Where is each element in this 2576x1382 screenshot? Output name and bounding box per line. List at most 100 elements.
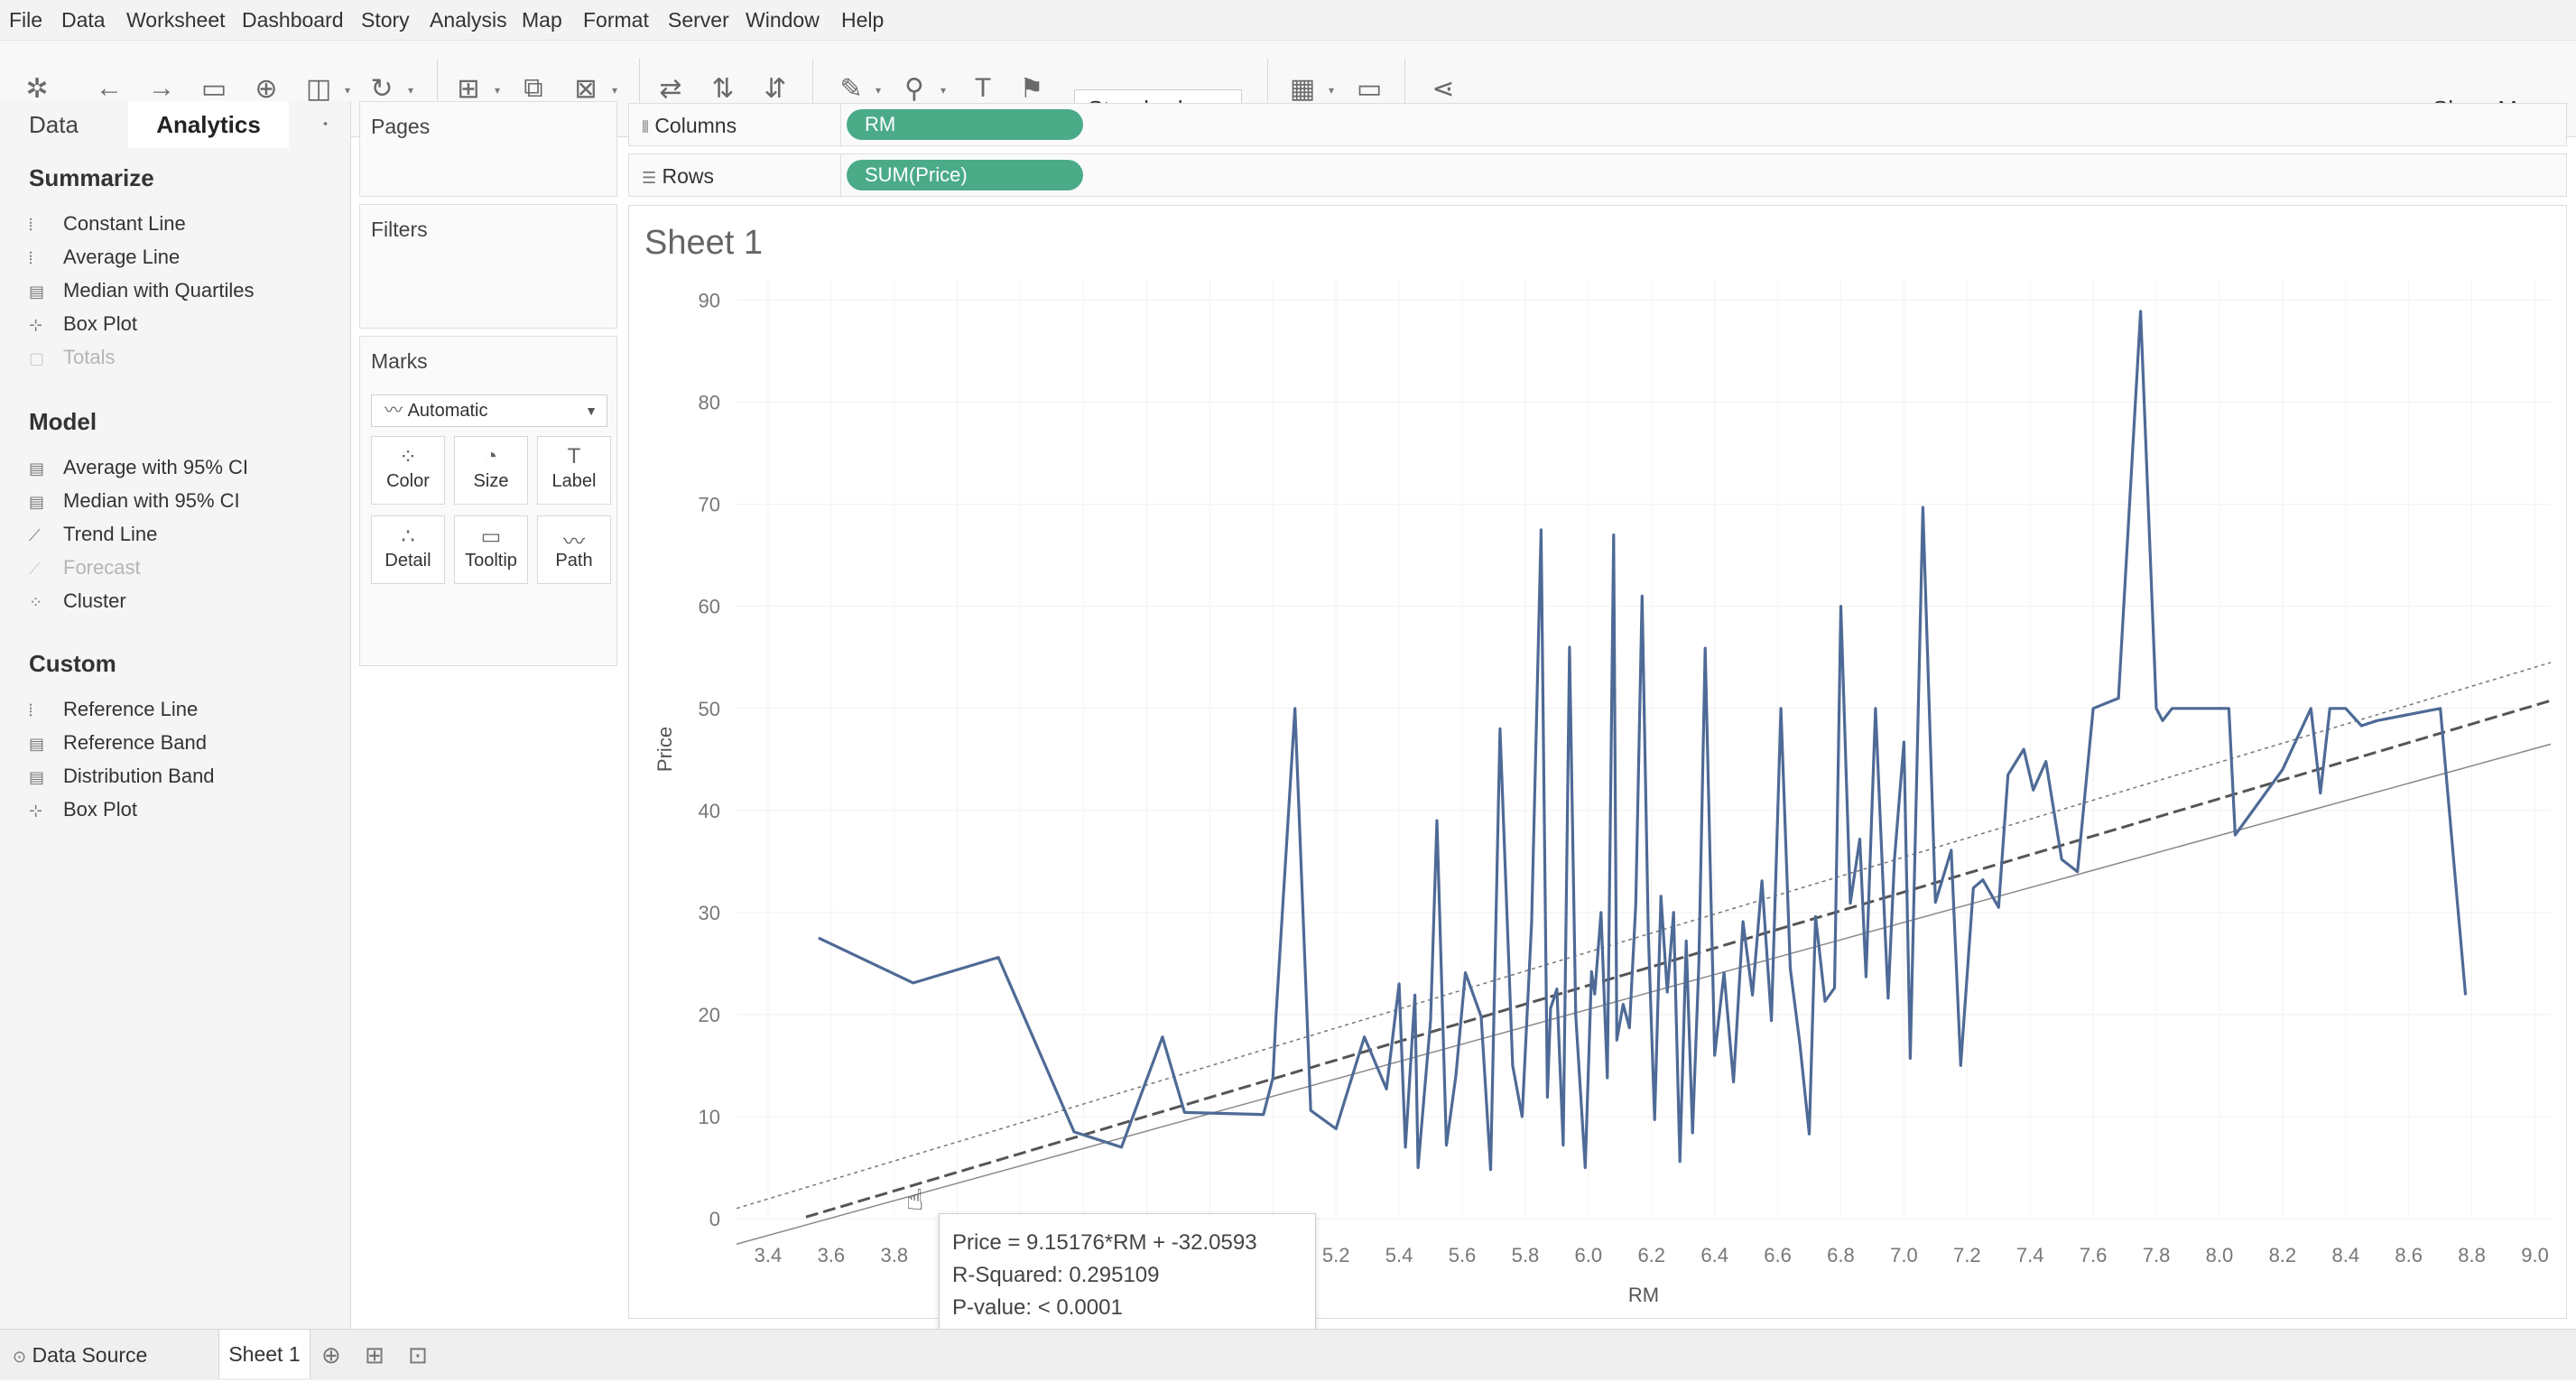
x-tick-label: 5.2 [1322,1244,1350,1266]
columns-shelf-label: ⦀ Columns [642,114,737,137]
swap-rows-columns-icon[interactable]: ⇄ [659,73,682,104]
sort-descending-icon[interactable]: ⇵ [764,73,787,104]
trend-line-tooltip: Price = 9.15176*RM + -32.0593 R-Squared:… [939,1213,1316,1332]
analytics-item-cluster[interactable]: ⁘ Cluster [29,587,126,616]
rows-pill-price[interactable]: SUM(Price) [847,160,1083,190]
marks-color-button[interactable]: ⁘ Color [371,436,445,505]
tooltip-icon: ▭ [480,524,502,549]
filters-title: Filters [371,218,428,241]
refresh-icon[interactable]: ↻ [370,73,394,104]
marks-size-button[interactable]: ◔ Size [454,436,528,505]
x-tick-label: 8.2 [2269,1244,2297,1266]
columns-pill-rm[interactable]: RM [847,109,1083,140]
y-tick-label: 70 [699,494,720,516]
y-tick-label: 90 [699,290,720,312]
marks-detail-button[interactable]: ∴ Detail [371,515,445,584]
x-tick-label: 6.0 [1575,1244,1603,1266]
menu-window[interactable]: Window [746,8,820,32]
redo-icon[interactable]: → [148,73,175,103]
group-members-icon[interactable]: ⚲ [904,73,924,104]
worksheet-view[interactable] [628,205,2567,1319]
marks-button-label: Color [386,471,430,491]
refresh-caret-icon[interactable]: ▾ [408,84,414,97]
fix-axes-icon[interactable]: ⚑ [1019,73,1044,104]
x-tick-label: 8.6 [2395,1244,2423,1266]
show-mark-labels-icon[interactable]: T [974,73,992,103]
marks-tooltip-button[interactable]: ▭ Tooltip [454,515,528,584]
save-icon[interactable]: ▭ [200,73,227,104]
analytics-item-reference-line[interactable]: ⦙ Reference Line [29,695,198,724]
group-caret-icon[interactable]: ▾ [941,84,947,97]
menu-format[interactable]: Format [583,8,649,32]
x-tick-label: 8.8 [2458,1244,2486,1266]
new-story-tab-icon[interactable]: ⊡ [408,1341,428,1368]
x-tick-label: 3.6 [818,1244,846,1266]
price-line [818,310,2468,1172]
new-worksheet-tab-icon[interactable]: ⊕ [321,1341,341,1368]
mark-type-dropdown[interactable]: 〰 Automatic ▼ [371,394,607,427]
analytics-item-label: Constant Line [63,212,186,235]
analytics-item-box-plot[interactable]: ⊹ Box Plot [29,795,137,824]
analytics-item-constant-line[interactable]: ⦙ Constant Line [29,209,186,238]
sheet-tab-sheet-1[interactable]: Sheet 1 [218,1330,310,1378]
average-line-icon: ⦙ [29,249,33,267]
marks-path-button[interactable]: 〰 Path [537,515,611,584]
x-tick-label: 8.4 [2331,1244,2359,1266]
clear-sheet-icon[interactable]: ⊠ [574,73,598,104]
y-tick-label: 40 [699,800,720,822]
analytics-item-average-with-95-ci[interactable]: ▤ Average with 95% CI [29,453,248,482]
menu-map[interactable]: Map [522,8,562,32]
x-tick-label: 5.6 [1449,1244,1477,1266]
show-cards-icon[interactable]: ▦ [1289,73,1316,104]
pane-menu-icon[interactable]: ⬩ [323,116,329,130]
section-model: Model [29,408,97,435]
pause-updates-icon[interactable]: ◫ [305,73,332,104]
menu-file[interactable]: File [9,8,43,32]
menu-server[interactable]: Server [668,8,729,32]
marks-label-button[interactable]: T Label [537,436,611,505]
presentation-mode-icon[interactable]: ▭ [1356,73,1383,104]
analytics-item-trend-line[interactable]: ⟋ Trend Line [29,520,157,549]
new-worksheet-caret-icon[interactable]: ▾ [495,84,501,97]
analytics-item-median-with-95-ci[interactable]: ▤ Median with 95% CI [29,487,240,515]
data-source-tab[interactable]: ⊙ Data Source [13,1330,147,1380]
tableau-logo-icon[interactable]: ✲ [25,73,49,104]
menu-help[interactable]: Help [841,8,885,32]
analytics-item-average-line[interactable]: ⦙ Average Line [29,243,180,272]
undo-icon[interactable]: ← [96,73,123,103]
new-data-source-icon[interactable]: ⊕ [255,73,278,104]
y-tick-label: 0 [709,1208,720,1230]
new-dashboard-tab-icon[interactable]: ⊞ [365,1341,385,1368]
filters-card[interactable]: Filters [359,204,617,329]
menu-analysis[interactable]: Analysis [430,8,507,32]
menu-story[interactable]: Story [361,8,410,32]
menu-worksheet[interactable]: Worksheet [126,8,226,32]
toolbar-separator [437,59,438,118]
marks-button-label: Size [473,471,509,491]
pause-caret-icon[interactable]: ▾ [345,84,351,97]
menu-dashboard[interactable]: Dashboard [242,8,344,32]
analytics-item-median-with-quartiles[interactable]: ▤ Median with Quartiles [29,276,255,305]
toolbar-separator [1267,59,1268,118]
forecast-icon: ⟋ [29,560,41,578]
duplicate-sheet-icon[interactable]: ⧉ [524,73,543,103]
analytics-item-box-plot[interactable]: ⊹ Box Plot [29,310,137,339]
share-icon[interactable]: ⋖ [1432,73,1455,104]
new-worksheet-icon[interactable]: ⊞ [457,73,480,104]
analytics-item-distribution-band[interactable]: ▤ Distribution Band [29,762,215,791]
shelf-divider [840,104,841,147]
sort-ascending-icon[interactable]: ⇅ [711,73,735,104]
tab-data[interactable]: Data [29,111,79,138]
analytics-item-label: Median with 95% CI [63,489,240,512]
show-cards-caret-icon[interactable]: ▾ [1329,84,1335,97]
menu-data[interactable]: Data [61,8,106,32]
trend-line-icon: ⟋ [29,526,41,544]
analytics-item-reference-band[interactable]: ▤ Reference Band [29,728,207,757]
tab-analytics[interactable]: Analytics [128,101,289,148]
highlight-icon[interactable]: ✎ [839,73,863,104]
tooltip-p-value: P-value: < 0.0001 [952,1295,1123,1320]
highlight-caret-icon[interactable]: ▾ [876,84,882,97]
clear-caret-icon[interactable]: ▾ [612,84,618,97]
pages-card[interactable]: Pages [359,101,617,197]
